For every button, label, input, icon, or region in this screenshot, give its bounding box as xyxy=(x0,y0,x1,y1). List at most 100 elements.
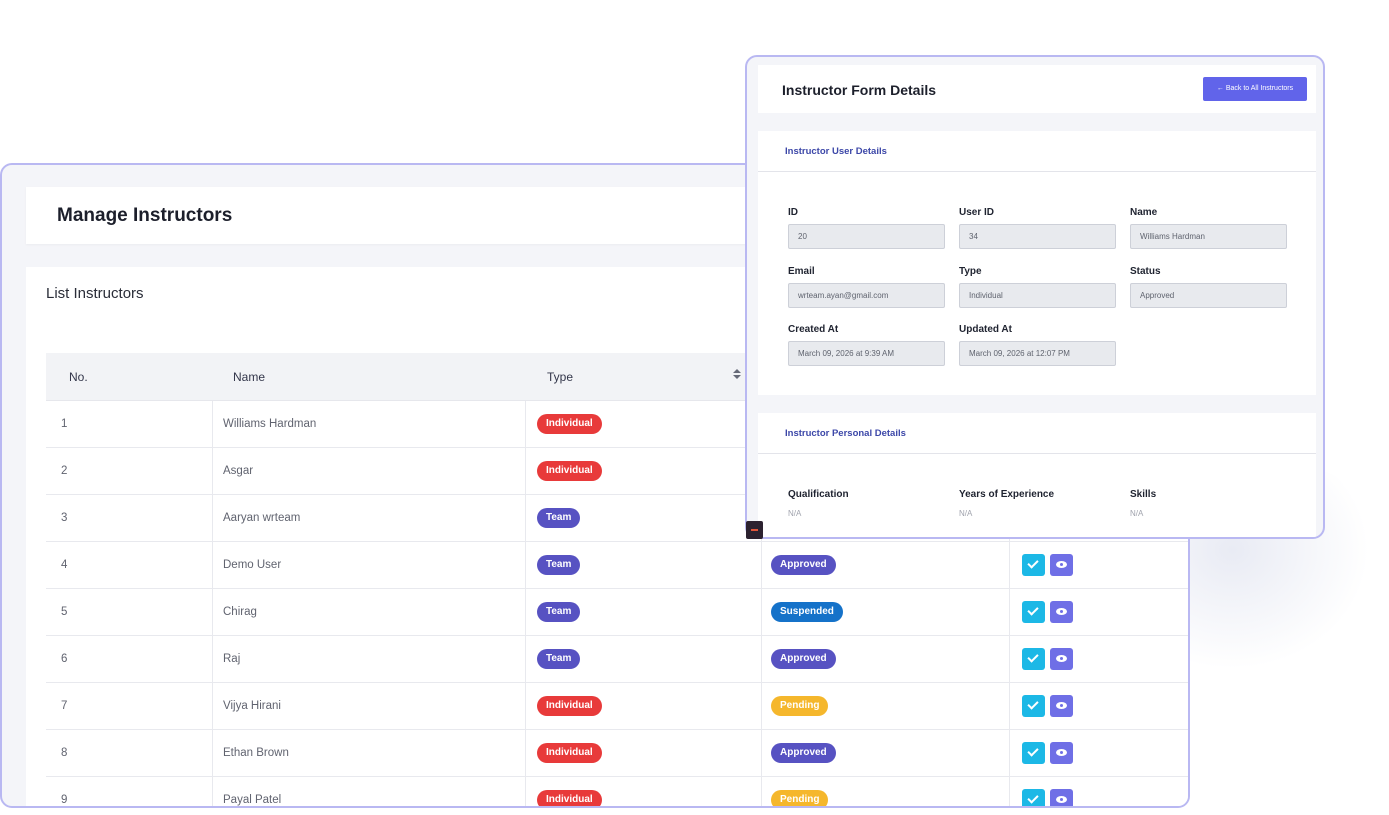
list-title: List Instructors xyxy=(46,285,144,302)
column-divider xyxy=(212,683,213,729)
column-divider xyxy=(1009,777,1010,806)
column-divider xyxy=(1009,589,1010,635)
section-divider xyxy=(758,171,1316,172)
column-header-type[interactable]: Type xyxy=(547,370,574,384)
type-badge: Individual xyxy=(537,414,602,434)
email-label: Email xyxy=(788,266,815,277)
column-divider xyxy=(212,777,213,806)
type-badge: Individual xyxy=(537,790,602,806)
skills-value: N/A xyxy=(1130,509,1144,518)
row-number: 9 xyxy=(61,794,68,806)
column-divider xyxy=(525,730,526,776)
column-divider xyxy=(525,777,526,806)
updated-at-label: Updated At xyxy=(959,324,1012,335)
table-row: 6 Raj Team Approved xyxy=(46,636,1188,683)
row-number: 8 xyxy=(61,747,68,759)
column-divider xyxy=(1009,636,1010,682)
qualification-value: N/A xyxy=(788,509,802,518)
row-number: 1 xyxy=(61,418,68,430)
instructor-name: Raj xyxy=(223,653,241,665)
view-eye-icon[interactable] xyxy=(1050,601,1073,623)
column-divider xyxy=(212,495,213,541)
updated-at-field[interactable]: March 09, 2026 at 12:07 PM xyxy=(959,341,1116,366)
column-divider xyxy=(761,542,762,588)
skills-label: Skills xyxy=(1130,489,1157,500)
column-divider xyxy=(761,683,762,729)
name-field[interactable]: Williams Hardman xyxy=(1130,224,1287,249)
instructor-name: Demo User xyxy=(223,559,282,571)
status-badge: Suspended xyxy=(771,602,843,622)
table-row: 8 Ethan Brown Individual Approved xyxy=(46,730,1188,777)
view-eye-icon[interactable] xyxy=(1050,742,1073,764)
type-badge: Team xyxy=(537,555,581,575)
row-number: 7 xyxy=(61,700,68,712)
row-number: 5 xyxy=(61,606,68,618)
row-number: 3 xyxy=(61,512,68,524)
type-badge: Team xyxy=(537,508,581,528)
approve-check-icon[interactable] xyxy=(1022,789,1045,806)
status-badge: Approved xyxy=(771,743,836,763)
name-label: Name xyxy=(1130,207,1158,218)
column-divider xyxy=(525,589,526,635)
approve-check-icon[interactable] xyxy=(1022,554,1045,576)
floating-widget-icon[interactable] xyxy=(746,521,763,539)
status-label: Status xyxy=(1130,266,1161,277)
personal-details-title: Instructor Personal Details xyxy=(785,428,906,439)
column-divider xyxy=(212,401,213,447)
approve-check-icon[interactable] xyxy=(1022,601,1045,623)
column-divider xyxy=(1009,542,1010,588)
type-field[interactable]: Individual xyxy=(959,283,1116,308)
column-divider xyxy=(525,683,526,729)
status-badge: Approved xyxy=(771,555,836,575)
status-badge: Pending xyxy=(771,696,829,716)
column-header-name: Name xyxy=(233,370,266,384)
column-header-no: No. xyxy=(69,370,88,384)
sort-icon[interactable] xyxy=(733,367,741,381)
status-field[interactable]: Approved xyxy=(1130,283,1287,308)
created-at-field[interactable]: March 09, 2026 at 9:39 AM xyxy=(788,341,945,366)
row-number: 2 xyxy=(61,465,68,477)
back-to-all-instructors-button[interactable]: ← Back to All Instructors xyxy=(1203,77,1307,101)
id-field[interactable]: 20 xyxy=(788,224,945,249)
list-instructors-card: List Instructors No. Name Type 1 Williams… xyxy=(26,267,1188,806)
approve-check-icon[interactable] xyxy=(1022,695,1045,717)
section-divider xyxy=(758,453,1316,454)
approve-check-icon[interactable] xyxy=(1022,648,1045,670)
column-divider xyxy=(761,589,762,635)
qualification-label: Qualification xyxy=(788,489,849,500)
column-divider xyxy=(525,542,526,588)
view-eye-icon[interactable] xyxy=(1050,648,1073,670)
type-badge: Individual xyxy=(537,461,602,481)
instructor-name: Williams Hardman xyxy=(223,418,317,430)
instructor-name: Aaryan wrteam xyxy=(223,512,301,524)
table-row: 7 Vijya Hirani Individual Pending xyxy=(46,683,1188,730)
approve-check-icon[interactable] xyxy=(1022,742,1045,764)
column-divider xyxy=(212,589,213,635)
view-eye-icon[interactable] xyxy=(1050,554,1073,576)
view-eye-icon[interactable] xyxy=(1050,695,1073,717)
email-field[interactable]: wrteam.ayan@gmail.com xyxy=(788,283,945,308)
created-at-label: Created At xyxy=(788,324,839,335)
column-divider xyxy=(212,542,213,588)
user-id-field[interactable]: 34 xyxy=(959,224,1116,249)
table-row: 4 Demo User Team Approved xyxy=(46,542,1188,589)
column-divider xyxy=(212,730,213,776)
view-eye-icon[interactable] xyxy=(1050,789,1073,806)
column-divider xyxy=(525,448,526,494)
instructor-name: Ethan Brown xyxy=(223,747,289,759)
type-badge: Team xyxy=(537,602,581,622)
instructor-form-details-window: Instructor Form Details ← Back to All In… xyxy=(745,55,1325,539)
personal-details-section: Instructor Personal Details Qualificatio… xyxy=(758,413,1316,537)
user-details-title: Instructor User Details xyxy=(785,146,887,157)
type-badge: Team xyxy=(537,649,581,669)
table-row: 5 Chirag Team Suspended xyxy=(46,589,1188,636)
table-body: 1 Williams Hardman Individual 2 Asgar Individ… xyxy=(46,401,1188,806)
id-label: ID xyxy=(788,207,798,218)
type-badge: Individual xyxy=(537,743,602,763)
user-details-section: Instructor User Details ID 20 User ID 34… xyxy=(758,131,1316,395)
instructor-name: Chirag xyxy=(223,606,257,618)
column-divider xyxy=(212,636,213,682)
instructor-name: Vijya Hirani xyxy=(223,700,281,712)
experience-label: Years of Experience xyxy=(959,489,1055,500)
column-divider xyxy=(761,636,762,682)
